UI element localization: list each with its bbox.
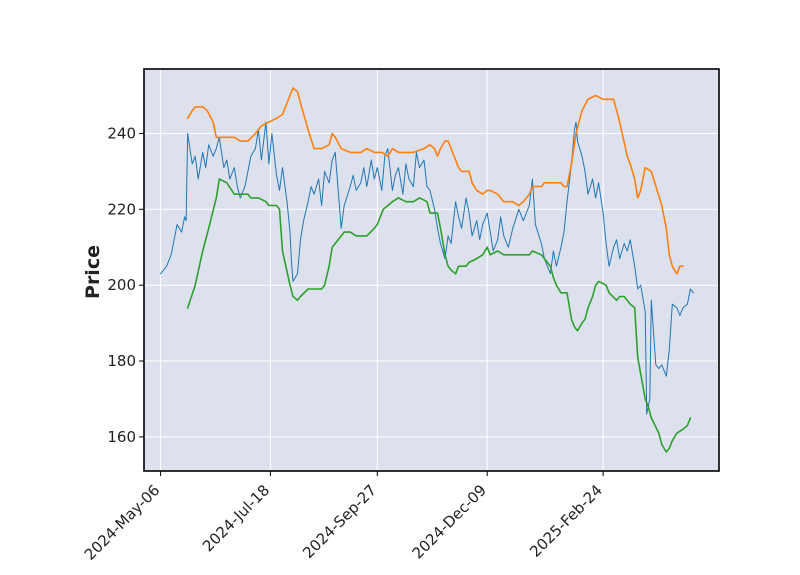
y-tick-label: 200 <box>107 276 136 294</box>
series-lines <box>160 87 694 453</box>
y-tick-label: 180 <box>107 352 136 370</box>
series-line-1 <box>160 121 694 415</box>
y-axis-title: Price <box>82 245 104 299</box>
series-line-2 <box>186 87 684 275</box>
x-axis-ticks: 2024-May-06 2024-Jul-18 2024-Sep-27 2024-De… <box>81 471 606 564</box>
y-tick-label: 240 <box>107 125 136 143</box>
x-tick-label: 2025-Feb-24 <box>526 481 606 561</box>
grid-lines <box>144 69 719 471</box>
axes-frame <box>143 68 720 472</box>
x-tick-label: 2024-Jul-18 <box>199 481 273 555</box>
series-line-3 <box>186 178 692 453</box>
y-axis-ticks: 160 180 200 220 240 <box>107 125 144 446</box>
y-tick-label: 220 <box>107 200 136 218</box>
x-tick-label: 2024-Sep-27 <box>299 481 380 562</box>
y-tick-label: 160 <box>107 428 136 446</box>
x-tick-label: 2024-Dec-09 <box>409 481 490 562</box>
x-tick-label: 2024-May-06 <box>81 481 164 564</box>
plot-background <box>144 69 719 471</box>
